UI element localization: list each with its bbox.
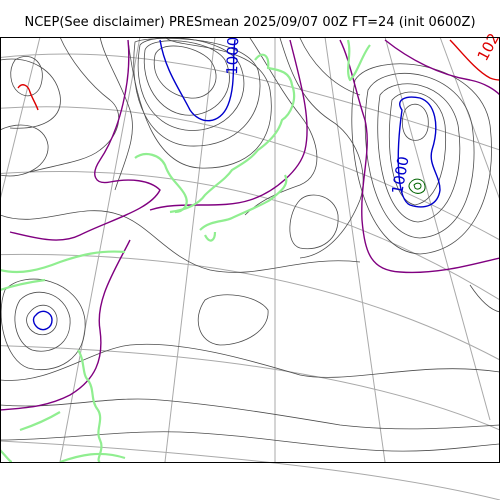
latitude-line bbox=[0, 440, 500, 500]
isobar bbox=[413, 182, 422, 190]
isobar bbox=[9, 39, 161, 241]
isobars bbox=[0, 36, 500, 452]
coastline bbox=[346, 39, 371, 82]
isobar bbox=[469, 284, 500, 313]
latitude-line bbox=[0, 106, 500, 241]
longitude-line bbox=[384, 36, 491, 421]
coastline bbox=[204, 231, 217, 242]
isobar bbox=[159, 39, 236, 122]
isobar bbox=[397, 96, 441, 208]
isobar-label-right: 1000 bbox=[388, 155, 412, 196]
coastline bbox=[0, 278, 46, 292]
isobar bbox=[449, 39, 500, 81]
isobar bbox=[197, 294, 269, 346]
longitude-line bbox=[0, 36, 41, 201]
isobar bbox=[0, 431, 500, 452]
coastline bbox=[59, 452, 126, 464]
longitude-line bbox=[59, 36, 141, 463]
latitude-line bbox=[0, 53, 500, 151]
isobar bbox=[244, 37, 318, 216]
isobar bbox=[0, 210, 361, 273]
reference-isobars bbox=[0, 39, 500, 411]
isobar bbox=[377, 83, 461, 223]
isobar bbox=[26, 304, 58, 336]
isobar bbox=[0, 58, 61, 129]
coastlines bbox=[0, 39, 371, 464]
longitude-line bbox=[164, 36, 216, 463]
isobar bbox=[0, 124, 49, 177]
isobar bbox=[0, 278, 86, 371]
map-title: NCEP(See disclaimer) PRESmean 2025/09/07… bbox=[24, 15, 476, 30]
isobar bbox=[17, 84, 39, 111]
isobar bbox=[10, 55, 43, 97]
isobar bbox=[0, 239, 131, 411]
latitude-line bbox=[0, 253, 500, 361]
isobar bbox=[99, 36, 133, 191]
isobar bbox=[0, 343, 500, 381]
isobar bbox=[289, 194, 339, 250]
latitude-line bbox=[0, 345, 500, 431]
isobar bbox=[14, 291, 71, 352]
isobar bbox=[279, 37, 364, 259]
coastline bbox=[0, 250, 126, 274]
isobar bbox=[364, 73, 475, 239]
isobar-label-top: 1000 bbox=[223, 36, 242, 75]
coastline bbox=[199, 174, 288, 231]
isobar bbox=[299, 37, 361, 96]
deep-low-isobars bbox=[408, 178, 426, 194]
isobar bbox=[149, 39, 308, 211]
isobar bbox=[143, 40, 230, 116]
coastline bbox=[0, 449, 13, 464]
coastline bbox=[169, 53, 296, 214]
coastline bbox=[134, 152, 188, 214]
latitude-line bbox=[0, 170, 500, 301]
longitude-line bbox=[324, 36, 386, 463]
map-frame bbox=[0, 37, 500, 463]
coastline bbox=[77, 349, 103, 464]
isobar bbox=[32, 310, 53, 331]
graticule bbox=[0, 36, 500, 500]
isobar bbox=[127, 36, 272, 169]
isobar bbox=[339, 39, 500, 274]
coastline bbox=[19, 411, 61, 432]
isobar-label-high: 102 bbox=[474, 30, 500, 64]
isobar bbox=[401, 103, 429, 141]
isobar bbox=[408, 178, 426, 194]
isobar bbox=[153, 45, 217, 99]
low-isobars bbox=[32, 39, 441, 331]
isobar bbox=[389, 91, 446, 206]
isobar bbox=[0, 398, 500, 430]
isobar bbox=[351, 63, 492, 255]
high-isobars bbox=[17, 39, 500, 111]
isobar bbox=[384, 39, 500, 96]
